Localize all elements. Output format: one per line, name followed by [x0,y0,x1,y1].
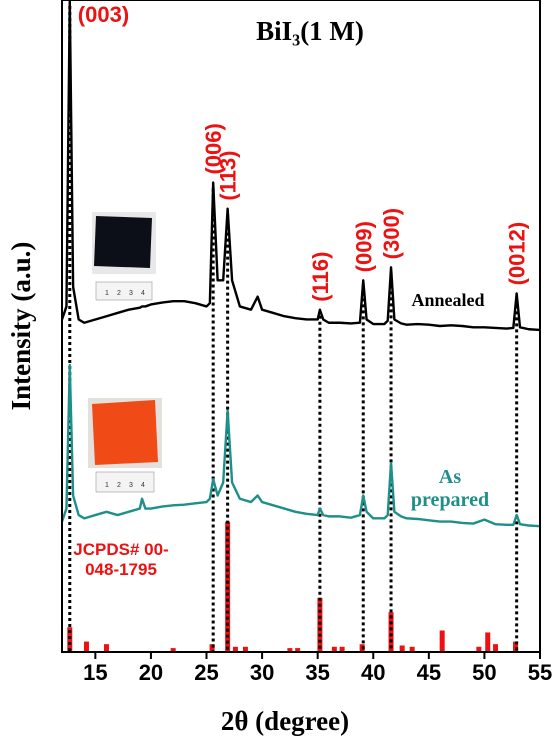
x-tick-label: 25 [194,660,218,685]
ruler-label: 1 [105,290,109,297]
series-label: Annealed [411,290,485,310]
reference-bar [409,646,415,652]
reference-bar [339,646,345,652]
ruler-label: 2 [117,482,121,489]
ruler-label: 1 [105,482,109,489]
reference-bar [493,644,499,652]
reference-bar [476,646,482,652]
reference-bar [485,632,491,652]
reference-bar [388,612,394,652]
x-tick-label: 45 [417,660,441,685]
y-axis-label: Intensity (a.u.) [6,242,36,411]
reference-bar [242,646,248,652]
inset-as-prepared [88,398,162,493]
reference-bar [331,646,337,652]
reference-bar [439,630,445,652]
x-tick-label: 35 [305,660,329,685]
inset-annealed [92,212,156,301]
reference-bar [287,648,293,652]
peak-label: (0012) [505,222,530,286]
plot-frame [61,0,541,653]
reference-bar [209,644,215,652]
series-line [62,0,540,332]
x-tick-label: 30 [250,660,274,685]
x-tick-label: 15 [83,660,107,685]
x-tick-label: 20 [139,660,163,685]
series-label: As prepared [410,466,490,511]
peak-label: (116) [308,252,333,302]
reference-bar [513,641,519,652]
peak-label: (003) [78,2,129,27]
chart-title: BiI₃(1 M) [256,16,364,46]
reference-bar [103,644,109,652]
peak-label: (300) [379,208,404,259]
reference-bar [295,648,301,652]
reference-bar [232,646,238,652]
series-line [62,363,540,528]
ruler-label: 2 [117,290,121,297]
reference-bar [170,648,176,652]
x-tick-label: 50 [472,660,496,685]
plot-area [62,0,540,652]
reference-bar [83,641,89,652]
reference-bar [399,645,405,652]
peak-label: (113) [216,150,241,200]
x-tick-label: 40 [361,660,385,685]
peak-label: (006) [201,123,226,174]
reference-bar [67,627,73,652]
ruler-label: 4 [141,290,145,297]
ruler-label: 4 [141,482,145,489]
ruler-label: 3 [129,290,133,297]
reference-label: JCPDS# 00-048-1795 [73,540,169,579]
peak-label: (009) [351,221,376,272]
x-axis-label: 2θ (degree) [221,706,349,736]
ruler-label: 3 [129,482,133,489]
reference-bar [317,597,323,652]
x-tick-label: 55 [528,660,552,685]
